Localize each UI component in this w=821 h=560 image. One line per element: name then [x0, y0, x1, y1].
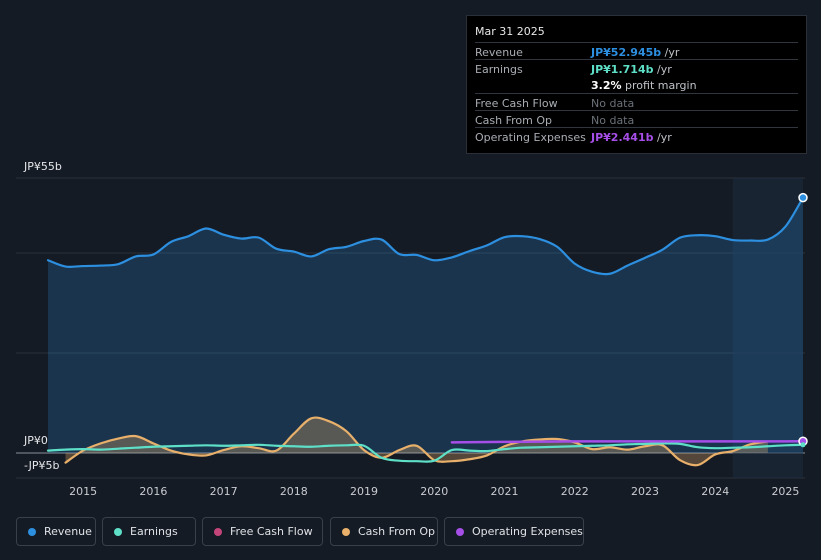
x-tick-label: 2022: [561, 485, 589, 498]
tooltip-value-revenue: JP¥52.945b /yr: [591, 46, 679, 59]
operating-expenses-line: [450, 439, 805, 444]
tooltip-date: Mar 31 2025: [475, 25, 545, 38]
legend-item-free-cash-flow[interactable]: Free Cash Flow: [202, 517, 323, 546]
legend-label: Free Cash Flow: [230, 525, 313, 538]
legend-label: Revenue: [44, 525, 92, 538]
x-tick-label: 2015: [69, 485, 97, 498]
legend-label: Operating Expenses: [472, 525, 583, 538]
tooltip-value-cfo: No data: [591, 114, 635, 127]
earnings-end-marker: [800, 442, 806, 448]
value-text: JP¥52.945b: [591, 46, 662, 59]
tooltip-label: Revenue: [475, 46, 523, 59]
data-tooltip: Mar 31 2025 Revenue JP¥52.945b /yr Earni…: [466, 15, 807, 154]
revenue-dot-icon: [28, 528, 36, 536]
earnings-line: [46, 442, 805, 463]
tooltip-row-earnings: Earnings JP¥1.714b /yr: [475, 59, 798, 76]
free-cash-flow-dot-icon: [214, 528, 222, 536]
tooltip-row-revenue: Revenue JP¥52.945b /yr: [475, 42, 798, 59]
tooltip-value-margin: 3.2% profit margin: [591, 79, 697, 92]
tooltip-label: Free Cash Flow: [475, 97, 558, 110]
legend-label: Cash From Op: [358, 525, 436, 538]
legend-item-earnings[interactable]: Earnings: [102, 517, 196, 546]
tooltip-label: Operating Expenses: [475, 131, 586, 144]
unit-text: /yr: [664, 46, 680, 59]
legend-item-operating-expenses[interactable]: Operating Expenses: [444, 517, 584, 546]
revenue-line: [46, 196, 805, 276]
earnings-dot-icon: [114, 528, 122, 536]
y-tick-label: -JP¥5b: [24, 459, 59, 472]
y-tick-label: JP¥55b: [23, 160, 62, 173]
highlight-band: [732, 178, 803, 478]
y-tick-label: JP¥0: [23, 434, 48, 447]
tooltip-row-cfo: Cash From Op No data: [475, 110, 798, 127]
legend-item-revenue[interactable]: Revenue: [16, 517, 96, 546]
x-tick-label: 2020: [420, 485, 448, 498]
unit-text: /yr: [656, 63, 672, 76]
tooltip-row-margin: 3.2% profit margin: [475, 76, 798, 93]
cash-from-op-area: [65, 417, 768, 466]
end-markers: [798, 192, 808, 448]
x-tick-label: 2025: [771, 485, 799, 498]
tooltip-label: Earnings: [475, 63, 523, 76]
tooltip-label: Cash From Op: [475, 114, 553, 127]
x-axis-labels: 2015 2016 2017 2018 2019 2020 2021 2022 2023 2024…: [69, 485, 799, 498]
value-text: 3.2%: [591, 79, 622, 92]
legend-item-cash-from-op[interactable]: Cash From Op: [330, 517, 438, 546]
x-tick-label: 2024: [701, 485, 729, 498]
x-tick-label: 2023: [631, 485, 659, 498]
series-layer: [46, 196, 805, 467]
tooltip-value-opex: JP¥2.441b /yr: [591, 131, 672, 144]
operating-expenses-dot-icon: [456, 528, 464, 536]
y-axis-labels: JP¥55b JP¥0 -JP¥5b: [23, 160, 62, 472]
tooltip-row-opex: Operating Expenses JP¥2.441b /yr: [475, 127, 798, 144]
tooltip-row-fcf: Free Cash Flow No data: [475, 93, 798, 110]
x-tick-label: 2019: [350, 485, 378, 498]
revenue-end-marker: [798, 192, 808, 203]
x-tick-label: 2017: [210, 485, 238, 498]
cash-from-op-line: [64, 416, 769, 467]
legend-label: Earnings: [130, 525, 178, 538]
x-tick-label: 2018: [280, 485, 308, 498]
tooltip-value-fcf: No data: [591, 97, 635, 110]
unit-text: /yr: [656, 131, 672, 144]
value-text: JP¥2.441b: [591, 131, 654, 144]
unit-text: profit margin: [625, 79, 697, 92]
cash-from-op-dot-icon: [342, 528, 350, 536]
x-tick-label: 2021: [491, 485, 519, 498]
tooltip-value-earnings: JP¥1.714b /yr: [591, 63, 672, 76]
grid-lines: [16, 177, 805, 479]
value-text: JP¥1.714b: [591, 63, 654, 76]
revenue-area: [48, 197, 803, 453]
x-tick-label: 2016: [139, 485, 167, 498]
